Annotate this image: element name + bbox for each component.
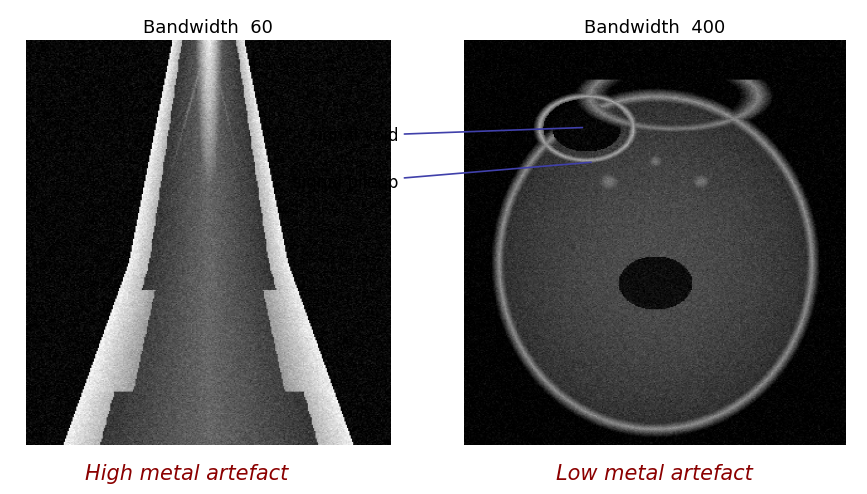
Title: Bandwidth  400: Bandwidth 400 [584,19,725,37]
Text: Low metal artefact: Low metal artefact [557,464,753,484]
Title: Bandwidth  60: Bandwidth 60 [143,19,273,37]
Text: High metal artefact: High metal artefact [85,464,288,484]
Text: signal void: signal void [310,127,583,145]
Text: signal pileup: signal pileup [293,162,591,192]
